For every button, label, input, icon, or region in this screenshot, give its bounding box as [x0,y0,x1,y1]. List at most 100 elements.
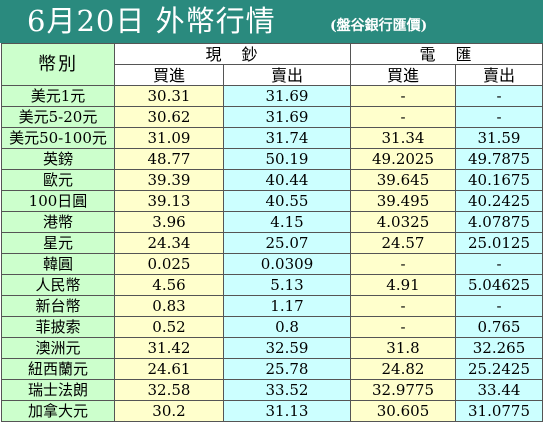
cash-buy-cell: 31.42 [114,337,224,359]
cash-sell-cell: 0.0309 [223,253,351,275]
wire-sell-cell: 40.1675 [455,169,543,191]
cash-sell-cell: 31.69 [223,106,351,128]
wire-sell-cell: 5.04625 [455,274,543,296]
cash-buy-cell: 3.96 [114,211,224,233]
cash-buy-header: 買進 [114,64,224,86]
cash-sell-cell: 1.17 [223,295,351,317]
currency-name-cell: 人民幣 [1,274,115,296]
table-row: 瑞士法朗 32.58 33.52 32.9775 33.44 [1,379,543,401]
wire-sell-cell: 33.44 [455,379,543,401]
wire-buy-cell: 24.57 [350,232,456,254]
currency-name-cell: 新台幣 [1,295,115,317]
table-row: 澳洲元 31.42 32.59 31.8 32.265 [1,337,543,359]
table-row: 紐西蘭元 24.61 25.78 24.82 25.2425 [1,358,543,380]
table-row: 人民幣 4.56 5.13 4.91 5.04625 [1,274,543,296]
wire-buy-cell: - [350,253,456,275]
cash-sell-cell: 0.8 [223,316,351,338]
wire-group-header: 電 匯 [350,43,543,65]
cash-buy-cell: 30.62 [114,106,224,128]
currency-name-cell: 美元50-100元 [1,127,115,149]
currency-column-header: 幣別 [1,43,115,86]
wire-sell-cell: - [455,253,543,275]
cash-buy-cell: 4.56 [114,274,224,296]
table-row: 星元 24.34 25.07 24.57 25.0125 [1,232,543,254]
wire-buy-header: 買進 [350,64,456,86]
cash-sell-cell: 40.44 [223,169,351,191]
rate-rows: 美元1元 30.31 31.69- - 美元5-20元 30.62 31.69- - 美元50-… [1,85,543,422]
cash-sell-cell: 5.13 [223,274,351,296]
cash-sell-cell: 25.07 [223,232,351,254]
table-row: 歐元 39.39 40.44 39.645 40.1675 [1,169,543,191]
wire-buy-cell: 31.8 [350,337,456,359]
cash-buy-cell: 39.13 [114,190,224,212]
cash-sell-cell: 33.52 [223,379,351,401]
cash-buy-cell: 24.34 [114,232,224,254]
cash-sell-cell: 31.74 [223,127,351,149]
wire-buy-cell: 30.605 [350,400,456,422]
table-row: 美元5-20元 30.62 31.69- - [1,106,543,128]
wire-buy-cell: - [350,106,456,128]
currency-name-cell: 美元5-20元 [1,106,115,128]
wire-sell-cell: - [455,85,543,107]
wire-sell-cell: 25.0125 [455,232,543,254]
cash-sell-header: 賣出 [223,64,351,86]
currency-name-cell: 星元 [1,232,115,254]
wire-sell-cell: 31.0775 [455,400,543,422]
source-label: (盤谷銀行匯價) [330,18,428,34]
wire-buy-cell: 32.9775 [350,379,456,401]
cash-sell-cell: 25.78 [223,358,351,380]
cash-buy-cell: 30.2 [114,400,224,422]
table-row: 英鎊 48.77 50.19 49.2025 49.7875 [1,148,543,170]
cash-buy-cell: 31.09 [114,127,224,149]
wire-sell-cell: 0.765 [455,316,543,338]
cash-buy-cell: 30.31 [114,85,224,107]
wire-sell-cell: 25.2425 [455,358,543,380]
cash-sell-cell: 32.59 [223,337,351,359]
cash-group-header: 現 鈔 [114,43,351,65]
currency-name-cell: 紐西蘭元 [1,358,115,380]
wire-buy-cell: 49.2025 [350,148,456,170]
cash-sell-cell: 40.55 [223,190,351,212]
cash-buy-cell: 0.83 [114,295,224,317]
table-row: 新台幣 0.83 1.17- - [1,295,543,317]
wire-sell-cell: 31.59 [455,127,543,149]
wire-sell-cell: 40.2425 [455,190,543,212]
cash-buy-cell: 39.39 [114,169,224,191]
table-row: 韓圓 0.025 0.0309- - [1,253,543,275]
cash-buy-cell: 32.58 [114,379,224,401]
currency-name-cell: 港幣 [1,211,115,233]
table-row: 100日圓 39.13 40.55 39.495 40.2425 [1,190,543,212]
wire-sell-cell: - [455,295,543,317]
wire-sell-cell: 32.265 [455,337,543,359]
cash-buy-cell: 48.77 [114,148,224,170]
wire-buy-cell: 4.0325 [350,211,456,233]
wire-buy-cell: - [350,295,456,317]
wire-sell-cell: 49.7875 [455,148,543,170]
table-row: 加拿大元 30.2 31.13 30.605 31.0775 [1,400,543,422]
cash-buy-cell: 0.52 [114,316,224,338]
currency-name-cell: 歐元 [1,169,115,191]
header-row-groups: 幣別 現 鈔 電 匯 [1,43,543,86]
title-bar: 6月20日 外幣行情 (盤谷銀行匯價) [0,0,543,43]
table-row: 菲披索 0.52 0.8-0.765 [1,316,543,338]
table-row: 美元1元 30.31 31.69- - [1,85,543,107]
currency-name-cell: 美元1元 [1,85,115,107]
cash-sell-cell: 4.15 [223,211,351,233]
table-row: 港幣 3.96 4.15 4.0325 4.07875 [1,211,543,233]
cash-sell-cell: 50.19 [223,148,351,170]
wire-buy-cell: - [350,85,456,107]
page-title: 6月20日 外幣行情 [27,4,276,38]
wire-buy-cell: - [350,316,456,338]
header-row-subcols: 買進 賣出 買進 賣出 [2,64,543,86]
exchange-rate-table: 幣別 現 鈔 電 匯 買進 賣出 買進 賣出 美元1元 30.31 31.69- - 美… [1,43,543,422]
cash-buy-cell: 0.025 [114,253,224,275]
wire-sell-cell: - [455,106,543,128]
wire-buy-cell: 39.495 [350,190,456,212]
wire-buy-cell: 31.34 [350,127,456,149]
wire-buy-cell: 39.645 [350,169,456,191]
cash-sell-cell: 31.69 [223,85,351,107]
currency-name-cell: 加拿大元 [1,400,115,422]
cash-buy-cell: 24.61 [114,358,224,380]
currency-name-cell: 瑞士法朗 [1,379,115,401]
